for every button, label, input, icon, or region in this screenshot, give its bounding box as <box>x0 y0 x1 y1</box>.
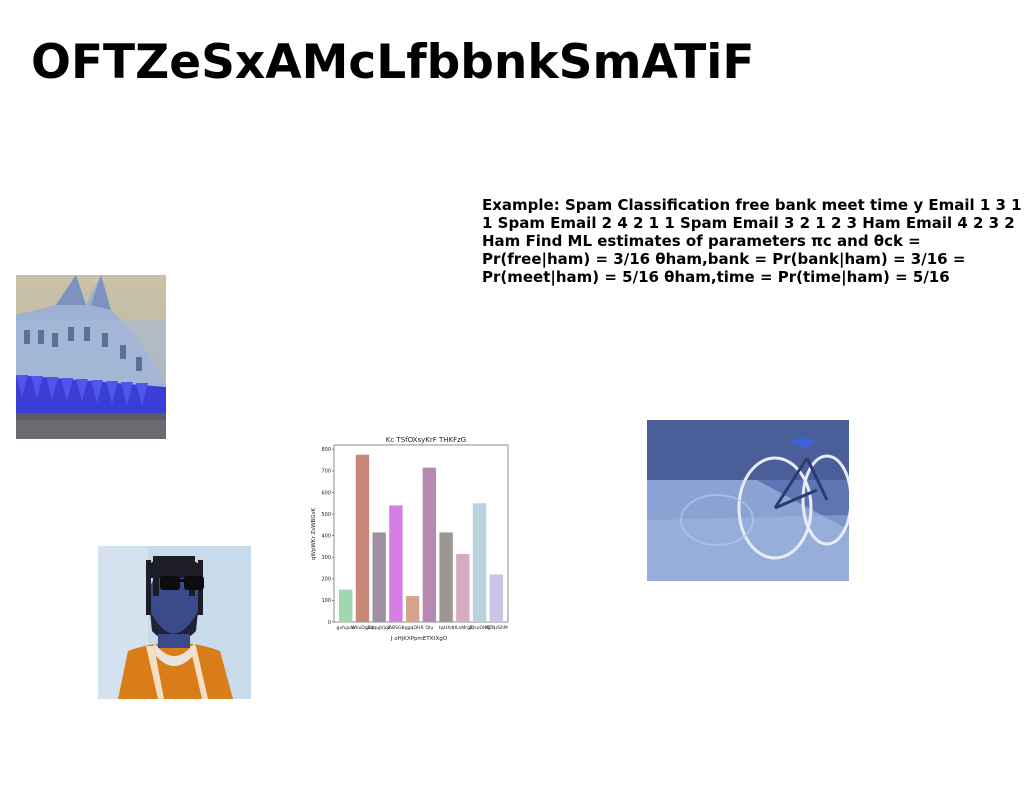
chart-bar <box>422 467 437 622</box>
bicycle-photo <box>647 420 849 581</box>
chart-y-axis-label: qWpWKr ZsWBGsK <box>311 508 317 560</box>
slide-body-text: Example: Spam Classification free bank m… <box>482 196 1022 286</box>
chart-bar <box>339 589 353 622</box>
chart-bar <box>372 532 386 622</box>
chart-x-axis-label: J oHjKXPpmETXtXgO <box>390 636 448 642</box>
chart-bar <box>456 554 470 622</box>
y-tick-label: 0 <box>328 620 331 626</box>
bar-chart: Kc TSfOXsyKrF THKFzG qWpWKr ZsWBGsK J oH… <box>305 430 517 646</box>
x-tick-label: jVdpgVjqZ <box>366 625 391 631</box>
x-tick-label: Qlu <box>425 625 433 631</box>
x-tick-label: MZNzShM <box>485 625 508 631</box>
x-tick-label: HLoMrgK <box>453 625 474 631</box>
chart-bar <box>489 574 503 622</box>
x-tick-label: ZtsvOHtJ <box>469 625 489 631</box>
chart-bar <box>439 532 453 622</box>
chart-bar <box>405 596 420 622</box>
x-tick-label: gvfujulo <box>336 625 355 631</box>
slide-title: OFTZeSxAMcLfbbnkSmATiF <box>31 35 755 90</box>
person-photo <box>98 546 251 699</box>
chart-bar <box>389 505 403 622</box>
chart-title: Kc TSfOXsyKrF THKFzG <box>386 436 466 444</box>
x-tick-label: mBSGk <box>388 625 405 631</box>
y-tick-label: 200 <box>321 577 331 583</box>
y-tick-label: 500 <box>321 512 331 518</box>
y-tick-label: 800 <box>321 447 331 453</box>
chart-bar <box>472 503 487 622</box>
y-tick-label: 700 <box>321 469 331 475</box>
y-tick-label: 600 <box>321 490 331 496</box>
y-tick-label: 400 <box>321 533 331 539</box>
x-tick-label: IrggqQHR <box>402 625 425 631</box>
x-tick-label: WkxDgEq <box>351 625 373 631</box>
y-tick-label: 300 <box>321 555 331 561</box>
y-tick-label: 100 <box>321 598 331 604</box>
building-photo <box>16 275 166 439</box>
chart-plot-frame <box>333 444 509 623</box>
x-tick-label: tqHXd <box>439 625 453 631</box>
bar-chart-svg: Kc TSfOXsyKrF THKFzG qWpWKr ZsWBGsK J oH… <box>311 436 509 642</box>
chart-bar <box>355 454 370 622</box>
